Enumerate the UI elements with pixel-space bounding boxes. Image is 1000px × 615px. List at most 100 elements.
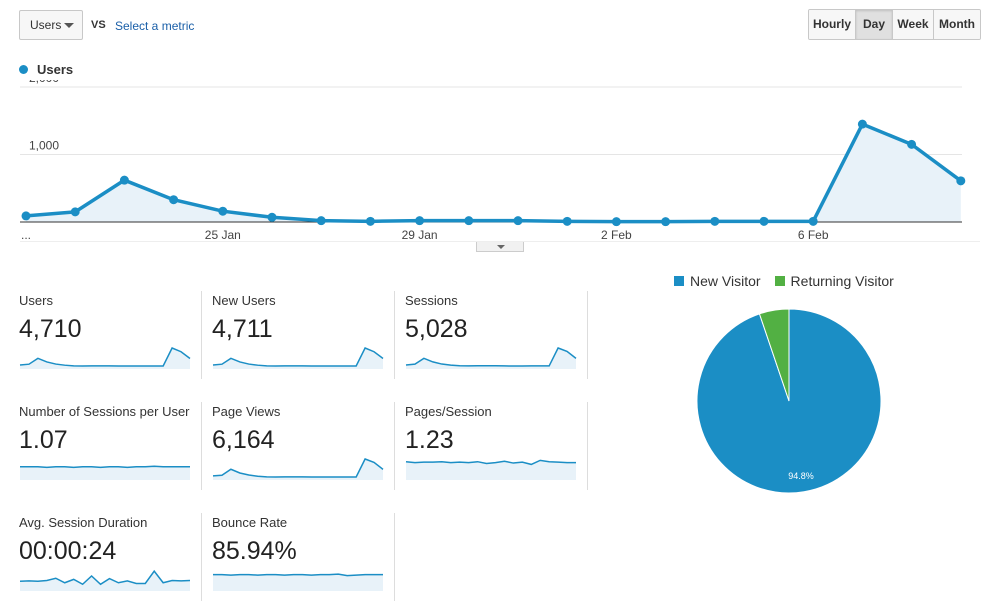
data-point[interactable]	[513, 216, 523, 226]
scorecard-page-views[interactable]: Page Views 6,164	[212, 404, 392, 496]
x-tick-label: 6 Feb	[798, 228, 829, 242]
data-point[interactable]	[611, 217, 621, 227]
scorecard-sparkline	[20, 465, 190, 480]
scorecard-label: Number of Sessions per User	[19, 404, 190, 419]
pie-legend: New Visitor Returning Visitor	[674, 273, 908, 289]
data-point[interactable]	[661, 217, 671, 227]
explorer-toolbar: Users VS Select a metric Hourly Day Week…	[0, 0, 1000, 50]
data-point[interactable]	[464, 216, 474, 226]
data-point[interactable]	[267, 212, 277, 222]
sparkline-line	[19, 569, 191, 586]
x-tick-label: 2 Feb	[601, 228, 632, 242]
scorecard-avg-session-duration[interactable]: Avg. Session Duration 00:00:24	[19, 515, 199, 607]
chart-legend: Users	[19, 62, 73, 77]
sparkline-area	[20, 348, 190, 369]
scorecard-value: 85.94%	[212, 537, 297, 565]
scorecard-label: Page Views	[212, 404, 281, 419]
scorecard-label: New Users	[212, 293, 276, 308]
vs-label: VS	[91, 19, 106, 31]
sparkline-line	[19, 347, 191, 367]
metric-select-value: Users	[30, 18, 62, 32]
sparkline-area	[20, 466, 190, 480]
scorecard-label: Bounce Rate	[212, 515, 288, 530]
data-point[interactable]	[70, 207, 80, 217]
sparkline-line	[405, 347, 577, 367]
legend-item-returning-visitor[interactable]: Returning Visitor	[774, 273, 894, 289]
users-line-chart: 1,000 2,000... 25 Jan 29 Jan 2 Feb 6 Feb	[20, 80, 980, 242]
scorecard-sparkline	[213, 573, 383, 591]
data-point[interactable]	[857, 119, 867, 129]
caret-down-icon	[497, 245, 505, 249]
tile-divider	[394, 513, 395, 601]
scorecard-value: 4,711	[212, 315, 273, 343]
data-point[interactable]	[218, 206, 228, 216]
tile-divider	[201, 291, 202, 379]
month-button[interactable]: Month	[934, 10, 980, 39]
scorecard-value: 5,028	[405, 315, 468, 343]
y-tick-label: 2,000	[29, 80, 59, 85]
scorecard-sparkline	[405, 459, 576, 480]
series-area	[26, 124, 961, 222]
tile-divider	[394, 402, 395, 490]
scorecard-value: 00:00:24	[19, 537, 117, 565]
scorecard-label: Users	[19, 293, 53, 308]
week-button[interactable]: Week	[893, 10, 934, 39]
data-point[interactable]	[169, 195, 179, 205]
scorecard-value: 1.07	[19, 426, 68, 454]
tile-divider	[587, 291, 588, 379]
scorecard-sessions-per-user[interactable]: Number of Sessions per User 1.07	[19, 404, 199, 496]
collapse-chart-tab[interactable]	[476, 242, 524, 252]
returning-visitor-label: Returning Visitor	[790, 273, 894, 289]
sparkline-area	[213, 459, 383, 480]
users-legend-label: Users	[37, 62, 74, 77]
x-tick-label: 25 Jan	[205, 228, 241, 242]
data-point[interactable]	[365, 216, 375, 226]
data-point[interactable]	[710, 216, 720, 226]
scorecard-value: 4,710	[19, 315, 82, 343]
data-point[interactable]	[119, 175, 129, 185]
data-point[interactable]	[316, 216, 326, 226]
data-point[interactable]	[21, 211, 31, 221]
scorecard-bounce-rate[interactable]: Bounce Rate 85.94%	[212, 515, 392, 607]
sparkline-area	[20, 571, 190, 591]
new-visitor-swatch-icon	[674, 276, 684, 286]
scorecard-users[interactable]: Users 4,710	[19, 293, 199, 385]
scorecard-sparkline	[405, 347, 577, 369]
scorecard-value: 6,164	[212, 426, 275, 454]
scorecard-sparkline	[212, 458, 384, 480]
sparkline-line	[212, 347, 384, 367]
scorecard-pages-per-session[interactable]: Pages/Session 1.23	[405, 404, 585, 496]
sparkline-line	[213, 573, 383, 577]
data-point[interactable]	[956, 176, 966, 186]
hourly-button[interactable]: Hourly	[809, 10, 856, 39]
metric-select[interactable]: Users	[19, 10, 83, 40]
pie-slice[interactable]	[758, 308, 790, 402]
chevron-down-icon	[64, 23, 74, 28]
select-metric-link[interactable]: Select a metric	[115, 19, 195, 33]
tile-divider	[201, 513, 202, 601]
legend-item-new-visitor[interactable]: New Visitor	[674, 273, 761, 289]
scorecard-label: Pages/Session	[405, 404, 492, 419]
sparkline-line	[405, 459, 576, 466]
series-line	[25, 122, 962, 224]
scorecard-sessions[interactable]: Sessions 5,028	[405, 293, 585, 385]
data-point[interactable]	[415, 216, 425, 226]
scorecard-new-users[interactable]: New Users 4,711	[212, 293, 392, 385]
data-point[interactable]	[759, 216, 769, 226]
pie-data-label: 94.8%	[788, 471, 814, 481]
visitor-type-pie-chart: 94.8%	[696, 308, 882, 494]
sparkline-area	[213, 574, 383, 591]
day-button[interactable]: Day	[856, 10, 893, 39]
returning-visitor-swatch-icon	[774, 276, 785, 286]
data-point[interactable]	[907, 139, 917, 149]
data-point[interactable]	[562, 216, 572, 226]
granularity-toggle: Hourly Day Week Month	[808, 9, 981, 40]
data-point[interactable]	[808, 216, 818, 226]
users-legend-dot-icon	[19, 65, 28, 74]
sparkline-area	[406, 460, 576, 480]
y-tick-label: 1,000	[29, 139, 59, 153]
scorecard-sparkline	[19, 347, 191, 369]
sparkline-line	[212, 458, 384, 478]
sparkline-area	[213, 348, 383, 369]
sparkline-area	[406, 348, 576, 369]
